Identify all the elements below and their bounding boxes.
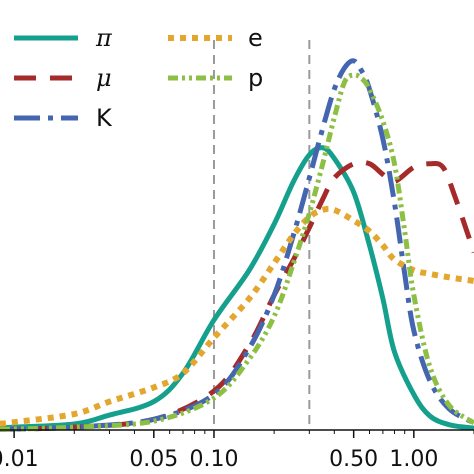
legend-label-2: K: [96, 104, 113, 132]
reference-lines: [212, 40, 311, 430]
series-line-1: [0, 159, 474, 432]
legend-label-4: p: [248, 64, 263, 92]
legend-label-0: π: [95, 24, 113, 52]
x-tick-label-3: 0.50: [329, 447, 378, 472]
x-axis: 0.01 0.05 0.10 0.50 1.00: [0, 429, 474, 472]
series-line-4: [0, 72, 474, 432]
x-tick-label-2: 0.10: [189, 447, 238, 472]
x-tick-label-0: 0.01: [0, 447, 39, 472]
legend-label-1: μ: [96, 64, 112, 92]
x-tick-label-4: 1.00: [389, 447, 438, 472]
x-tick-label-1: 0.05: [129, 447, 178, 472]
series-line-3: [0, 205, 474, 427]
series-line-0: [0, 145, 474, 431]
legend-label-3: e: [248, 24, 263, 52]
series-line-2: [0, 58, 474, 432]
series-lines: [0, 58, 474, 432]
x-axis-ticks: 0.01 0.05 0.10 0.50 1.00: [0, 430, 474, 472]
